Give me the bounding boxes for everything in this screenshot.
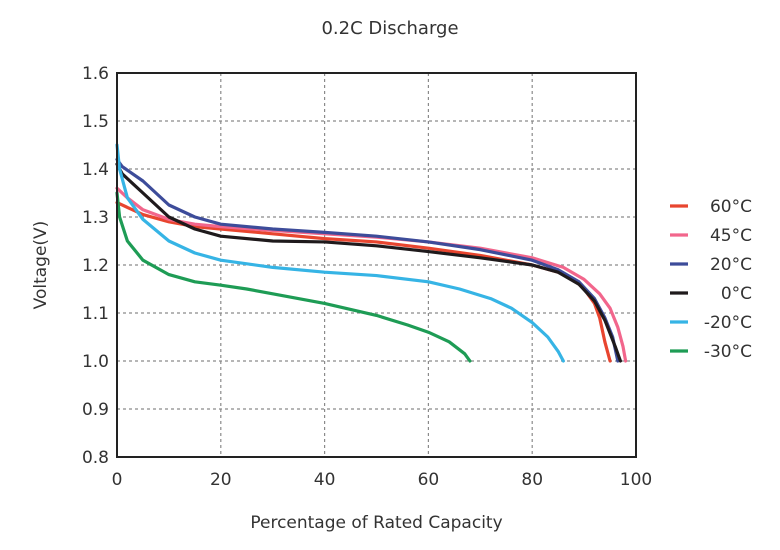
legend-label: 0°C [721,284,752,304]
series-line-20C [115,157,620,363]
x-tick-label: 0 [112,470,123,490]
y-tick-label: 1.3 [82,208,109,228]
y-tick-label: 0.8 [82,448,109,468]
plot-frame [116,72,637,458]
x-tick-label: 60 [418,470,440,490]
series-line-0C [115,162,623,363]
x-tick-label: 40 [314,470,336,490]
x-tick-label: 80 [521,470,543,490]
x-tick-label: 100 [620,470,652,490]
y-tick-label: 0.9 [82,400,109,420]
legend-label: 20°C [710,255,752,275]
series-line--30C [115,191,472,363]
y-tick-label: 1.1 [82,304,109,324]
legend-label: -30°C [704,342,752,362]
y-tick-label: 1.4 [82,160,109,180]
y-axis-label: Voltage(V) [31,221,51,310]
series-line--20C [115,143,565,363]
chart-title: 0.2C Discharge [321,18,458,39]
y-tick-label: 1.0 [82,352,109,372]
y-tick-label: 1.5 [82,112,109,132]
y-tick-label: 1.2 [82,256,109,276]
legend-label: -20°C [704,313,752,333]
x-tick-label: 20 [210,470,232,490]
y-tick-label: 1.6 [82,64,109,84]
x-axis-label: Percentage of Rated Capacity [250,513,502,533]
legend-label: 45°C [710,226,752,246]
legend-label: 60°C [710,197,752,217]
